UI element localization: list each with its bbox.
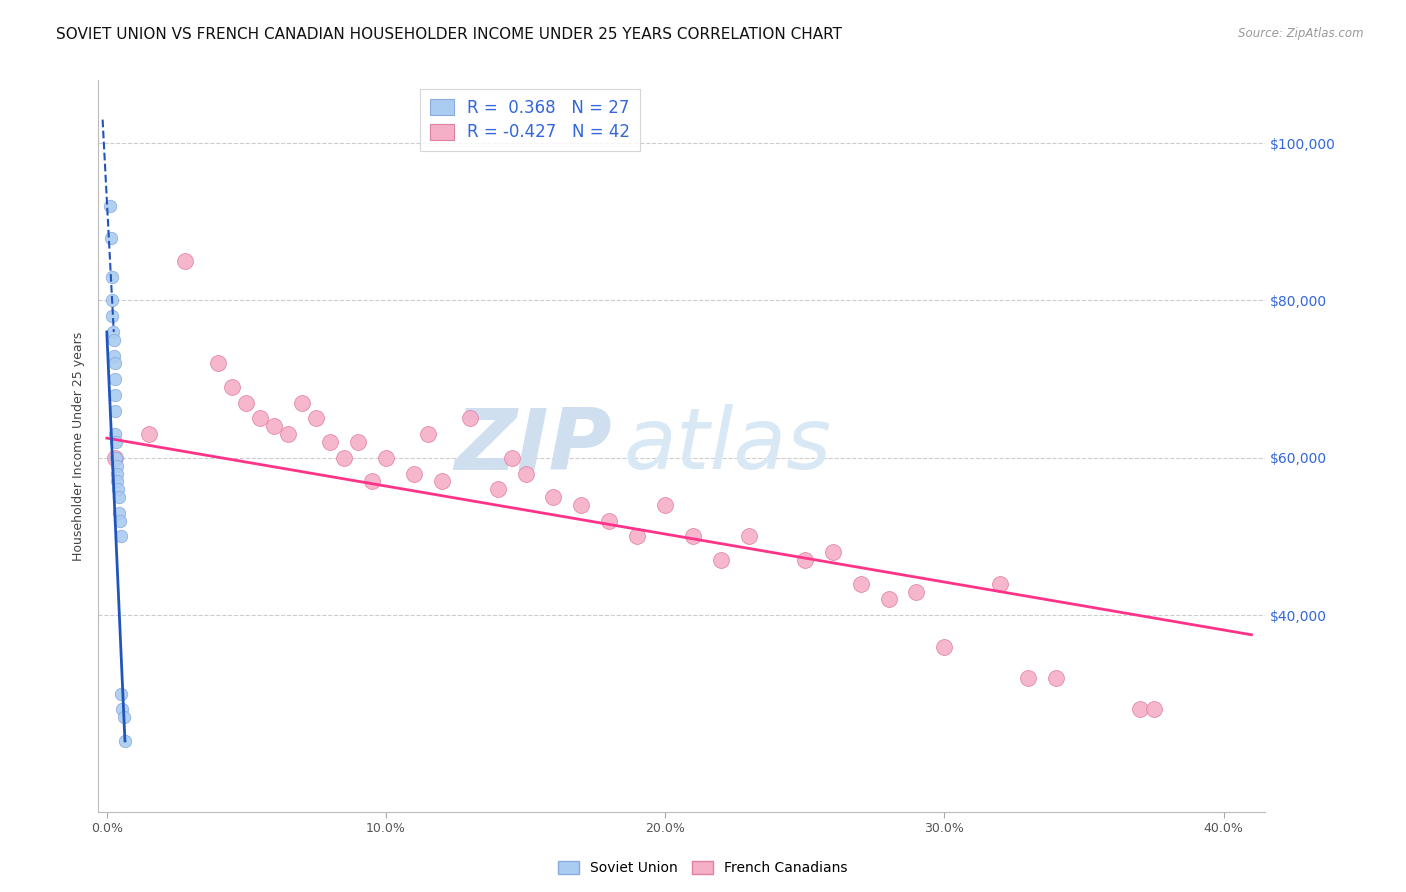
Y-axis label: Householder Income Under 25 years: Householder Income Under 25 years	[72, 331, 86, 561]
Point	[1143, 702, 1166, 716]
Point	[101, 269, 124, 284]
Point	[107, 475, 129, 489]
Point	[877, 592, 900, 607]
Point	[277, 427, 299, 442]
Point	[104, 450, 127, 465]
Point	[515, 467, 537, 481]
Point	[174, 254, 197, 268]
Text: ZIP: ZIP	[454, 404, 612, 488]
Point	[598, 514, 620, 528]
Point	[108, 514, 131, 528]
Point	[905, 584, 928, 599]
Point	[235, 396, 257, 410]
Point	[98, 199, 121, 213]
Point	[402, 467, 425, 481]
Point	[291, 396, 314, 410]
Point	[821, 545, 844, 559]
Point	[112, 710, 135, 724]
Point	[110, 687, 132, 701]
Point	[501, 450, 523, 465]
Point	[104, 427, 127, 442]
Legend: R =  0.368   N = 27, R = -0.427   N = 42: R = 0.368 N = 27, R = -0.427 N = 42	[420, 88, 640, 152]
Point	[1017, 671, 1039, 685]
Point	[1129, 702, 1152, 716]
Point	[263, 419, 285, 434]
Point	[104, 403, 127, 417]
Point	[626, 529, 648, 543]
Point	[1045, 671, 1067, 685]
Point	[486, 482, 509, 496]
Point	[101, 293, 124, 308]
Point	[105, 467, 128, 481]
Point	[110, 529, 132, 543]
Point	[543, 490, 565, 504]
Point	[103, 349, 125, 363]
Point	[104, 372, 127, 386]
Text: Source: ZipAtlas.com: Source: ZipAtlas.com	[1239, 27, 1364, 40]
Point	[104, 388, 127, 402]
Point	[375, 450, 398, 465]
Point	[249, 411, 271, 425]
Point	[319, 435, 342, 450]
Point	[104, 450, 127, 465]
Point	[101, 325, 124, 339]
Point	[988, 576, 1011, 591]
Point	[934, 640, 956, 654]
Point	[333, 450, 356, 465]
Text: SOVIET UNION VS FRENCH CANADIAN HOUSEHOLDER INCOME UNDER 25 YEARS CORRELATION CH: SOVIET UNION VS FRENCH CANADIAN HOUSEHOL…	[56, 27, 842, 42]
Point	[305, 411, 328, 425]
Point	[738, 529, 761, 543]
Point	[430, 475, 453, 489]
Point	[138, 427, 160, 442]
Point	[682, 529, 704, 543]
Point	[105, 458, 128, 473]
Point	[849, 576, 872, 591]
Point	[710, 553, 733, 567]
Point	[793, 553, 815, 567]
Point	[108, 506, 131, 520]
Text: atlas: atlas	[624, 404, 831, 488]
Point	[654, 498, 676, 512]
Point	[347, 435, 370, 450]
Point	[101, 310, 124, 324]
Point	[416, 427, 439, 442]
Point	[107, 490, 129, 504]
Point	[571, 498, 593, 512]
Legend: Soviet Union, French Canadians: Soviet Union, French Canadians	[553, 855, 853, 880]
Point	[103, 333, 125, 347]
Point	[114, 734, 136, 748]
Point	[458, 411, 481, 425]
Point	[104, 356, 127, 370]
Point	[104, 435, 127, 450]
Point	[361, 475, 384, 489]
Point	[111, 702, 134, 716]
Point	[107, 482, 129, 496]
Point	[100, 230, 122, 244]
Point	[207, 356, 229, 370]
Point	[221, 380, 243, 394]
